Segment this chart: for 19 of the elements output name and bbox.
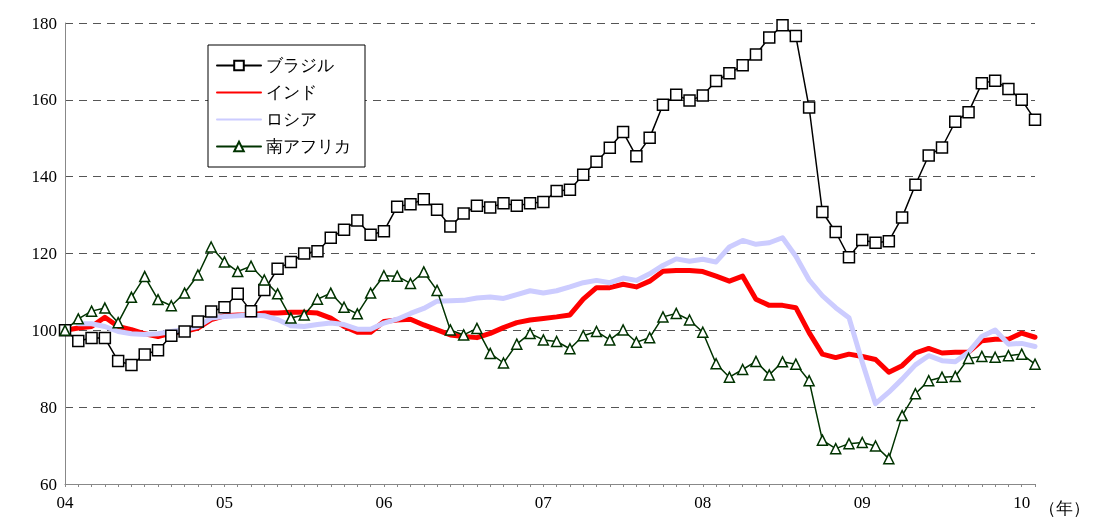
x-tick-label: 06 — [375, 493, 393, 512]
y-tick-label: 60 — [40, 474, 57, 494]
legend-label: 南アフリカ — [266, 137, 351, 156]
y-tick-label: 160 — [31, 90, 57, 110]
x-tick-label: 08 — [694, 493, 712, 512]
x-tick-label: 10 — [1013, 493, 1031, 512]
x-tick-label: 04 — [56, 493, 74, 512]
legend-label: ブラジル — [266, 56, 334, 75]
y-tick-label: 100 — [31, 320, 57, 340]
x-tick-label: 09 — [853, 493, 871, 512]
legend-label: ロシア — [266, 110, 317, 129]
y-tick-label: 180 — [31, 13, 57, 33]
y-tick-label: 120 — [31, 244, 57, 263]
x-tick-label: 07 — [534, 493, 553, 512]
y-tick-label: 140 — [31, 167, 57, 187]
x-axis-title: （年） — [1039, 499, 1090, 518]
legend-label: インド — [266, 83, 317, 102]
x-tick-label: 05 — [215, 493, 233, 512]
y-tick-label: 80 — [40, 397, 57, 417]
